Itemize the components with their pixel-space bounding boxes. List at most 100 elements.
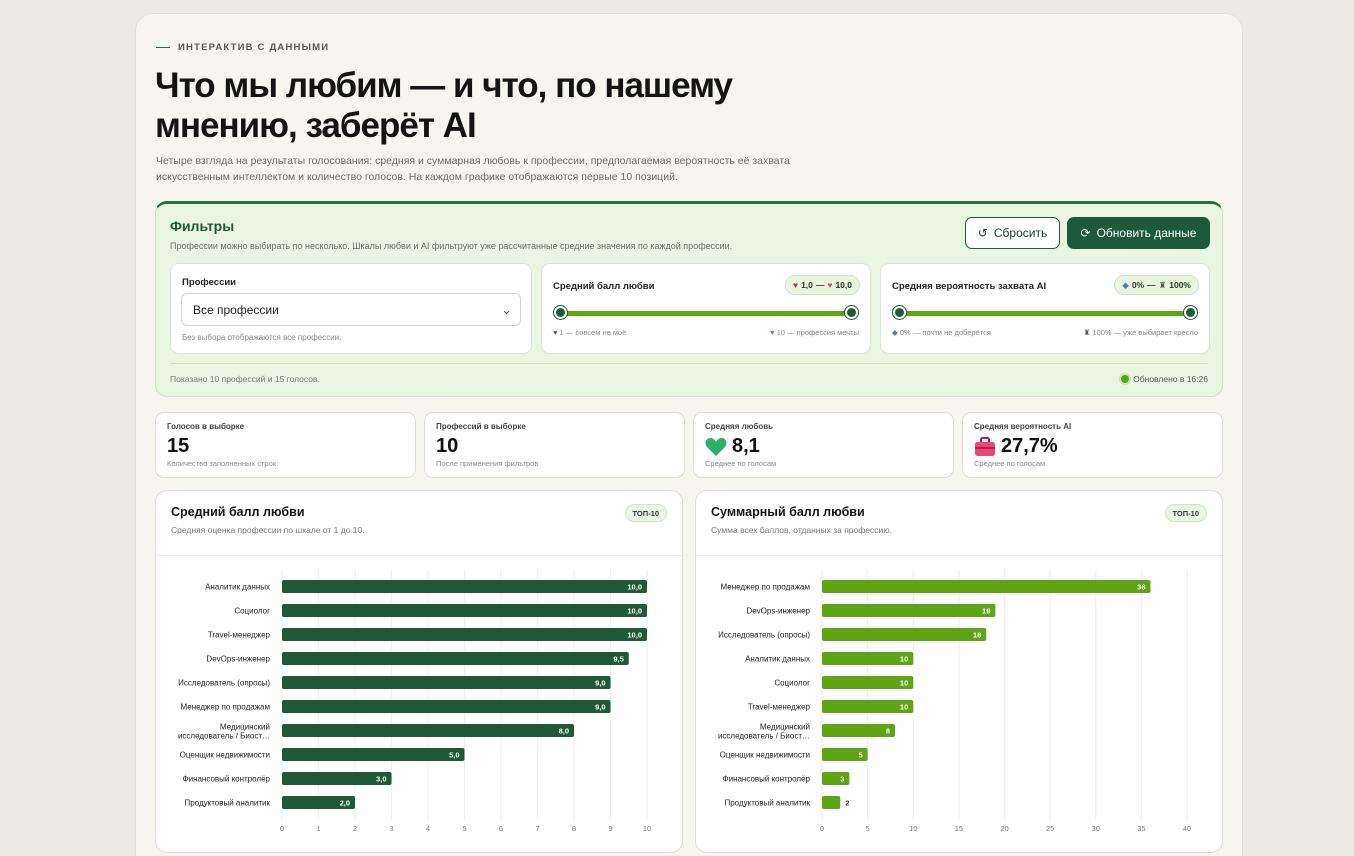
x-tick-label: 5 xyxy=(866,824,870,833)
bar xyxy=(822,748,868,761)
category-label: Оценщик недвижимости xyxy=(180,751,270,760)
bar xyxy=(282,724,574,737)
chart-card-sum-love: Суммарный балл любви Сумма всех баллов, … xyxy=(695,490,1223,853)
chevron-down-icon: ⌄ xyxy=(501,302,512,317)
category-label: Финансовый контролёр xyxy=(723,775,811,784)
filters-title: Фильтры xyxy=(170,218,235,234)
love-min-value: 1 xyxy=(559,328,564,337)
love-slider-min-handle[interactable] xyxy=(554,306,567,319)
green-heart-icon xyxy=(705,437,727,456)
x-tick-label: 5 xyxy=(462,824,466,833)
eyebrow-label: ИНТЕРАКТИВ С ДАННЫМИ xyxy=(178,42,330,53)
x-tick-label: 2 xyxy=(353,824,357,833)
ai-slider-max-handle[interactable] xyxy=(1184,306,1197,319)
chart-title: Средний балл любви xyxy=(171,505,305,519)
stat-value: 10 xyxy=(436,435,458,458)
bar-value-label: 3,0 xyxy=(376,775,386,784)
stat-label: Голосов в выборке xyxy=(167,422,245,431)
bar xyxy=(822,796,841,809)
x-tick-label: 7 xyxy=(535,824,539,833)
update-status: Обновлено в 16:26 xyxy=(1121,374,1208,384)
love-filter: Средний балл любви ♥ 1,0 — ♥ 10,0 ♥ 1 — … xyxy=(541,263,871,354)
professions-selected-value: Все профессии xyxy=(193,302,279,317)
ai-max-text: — уже выбирает кресло xyxy=(1113,328,1198,337)
bar xyxy=(282,652,629,665)
ai-range-sep: — xyxy=(1147,280,1156,290)
category-label: Исследователь (опросы) xyxy=(178,679,270,688)
x-tick-label: 0 xyxy=(280,824,284,833)
ai-max-caption: ♜ 100% — уже выбирает кресло xyxy=(1084,328,1198,337)
professions-select[interactable]: Все профессии ⌄ xyxy=(181,293,521,326)
shield-icon: ◆ xyxy=(1122,279,1129,290)
stat-label: Средняя любовь xyxy=(705,422,774,431)
bar xyxy=(282,676,611,689)
robot-icon: ♜ xyxy=(1083,328,1091,337)
broken-heart-icon: ♥ xyxy=(553,328,558,337)
love-min-caption: ♥ 1 — совсем не моё xyxy=(553,328,626,337)
x-tick-label: 30 xyxy=(1092,824,1100,833)
category-label: Исследователь (опросы) xyxy=(718,631,810,640)
bar-value-label: 10 xyxy=(900,703,908,712)
stat-hint: После применения фильтров xyxy=(436,459,539,468)
x-tick-label: 9 xyxy=(608,824,612,833)
category-label: Продуктовый аналитик xyxy=(184,799,270,808)
x-tick-label: 10 xyxy=(909,824,917,833)
bar xyxy=(282,748,465,761)
bar-value-label: 10 xyxy=(900,679,908,688)
heart-icon: ♥ xyxy=(770,328,775,337)
professions-hint: Без выбора отображаются все профессии. xyxy=(182,333,342,342)
filters-result-count: Показано 10 профессий и 15 голосов. xyxy=(170,374,320,384)
love-range-min: 1,0 xyxy=(801,280,813,290)
chart-card-avg-love: Средний балл любви Средняя оценка профес… xyxy=(155,490,683,853)
bar xyxy=(822,628,987,641)
bar xyxy=(282,772,392,785)
stat-number: 15 xyxy=(167,435,190,457)
bar-value-label: 5 xyxy=(858,751,862,760)
bar-value-label: 5,0 xyxy=(449,751,459,760)
stat-hint: Среднее по голосам xyxy=(705,459,777,468)
chart-subtitle: Средняя оценка профессии по шкале от 1 д… xyxy=(171,525,365,535)
bar xyxy=(822,676,914,689)
bar-value-label: 10 xyxy=(900,655,908,664)
x-tick-label: 20 xyxy=(1000,824,1008,833)
stat-label: Профессий в выборке xyxy=(436,422,526,431)
love-slider-max-handle[interactable] xyxy=(845,306,858,319)
chart-title: Суммарный балл любви xyxy=(711,505,865,519)
filters-panel: Фильтры Профессии можно выбирать по неск… xyxy=(155,201,1223,397)
x-tick-label: 40 xyxy=(1183,824,1191,833)
robot-icon: ♜ xyxy=(1158,279,1167,290)
bar xyxy=(282,796,355,809)
status-dot-icon xyxy=(1121,375,1130,383)
bar xyxy=(822,604,996,617)
ai-min-caption: ◆ 0% — почти не доберётся xyxy=(892,328,991,337)
refresh-button[interactable]: ⟳ Обновить данные xyxy=(1067,217,1210,249)
bar-value-label: 9,0 xyxy=(595,679,605,688)
love-range-max: 10,0 xyxy=(835,280,852,290)
stat-card-avg-love: Средняя любовь 8,1 Среднее по голосам xyxy=(693,412,954,478)
filters-divider xyxy=(170,363,1208,364)
bar xyxy=(822,700,914,713)
love-slider-track xyxy=(560,311,852,316)
stat-card-votes: Голосов в выборке 15 Количество заполнен… xyxy=(155,412,416,478)
ai-slider-min-handle[interactable] xyxy=(893,306,906,319)
ai-min-text: — почти не доберётся xyxy=(912,328,991,337)
reset-icon: ↺ xyxy=(977,226,988,240)
category-label: Менеджер по продажам xyxy=(180,703,270,712)
bar xyxy=(822,652,914,665)
love-max-caption: ♥ 10 — профессия мечты xyxy=(770,328,859,337)
bar-value-label: 3 xyxy=(840,775,844,784)
x-tick-label: 3 xyxy=(389,824,393,833)
page-title: Что мы любим — и что, по нашему мнению, … xyxy=(155,66,733,145)
x-tick-label: 25 xyxy=(1046,824,1054,833)
x-tick-label: 8 xyxy=(572,824,576,833)
ai-range-pill: ◆ 0% — ♜ 100% xyxy=(1114,275,1199,295)
love-range-sep: — xyxy=(815,280,825,290)
stat-number: 8,1 xyxy=(732,435,760,457)
reset-button[interactable]: ↺ Сбросить xyxy=(965,217,1060,249)
card-divider xyxy=(696,555,1222,556)
bar xyxy=(822,580,1151,593)
professions-filter: Профессии Все профессии ⌄ Без выбора ото… xyxy=(170,263,532,354)
top-badge: ТОП-10 xyxy=(1164,504,1207,522)
page-container: ИНТЕРАКТИВ С ДАННЫМИ Что мы любим — и чт… xyxy=(135,13,1243,856)
bar-value-label: 8 xyxy=(886,727,890,736)
